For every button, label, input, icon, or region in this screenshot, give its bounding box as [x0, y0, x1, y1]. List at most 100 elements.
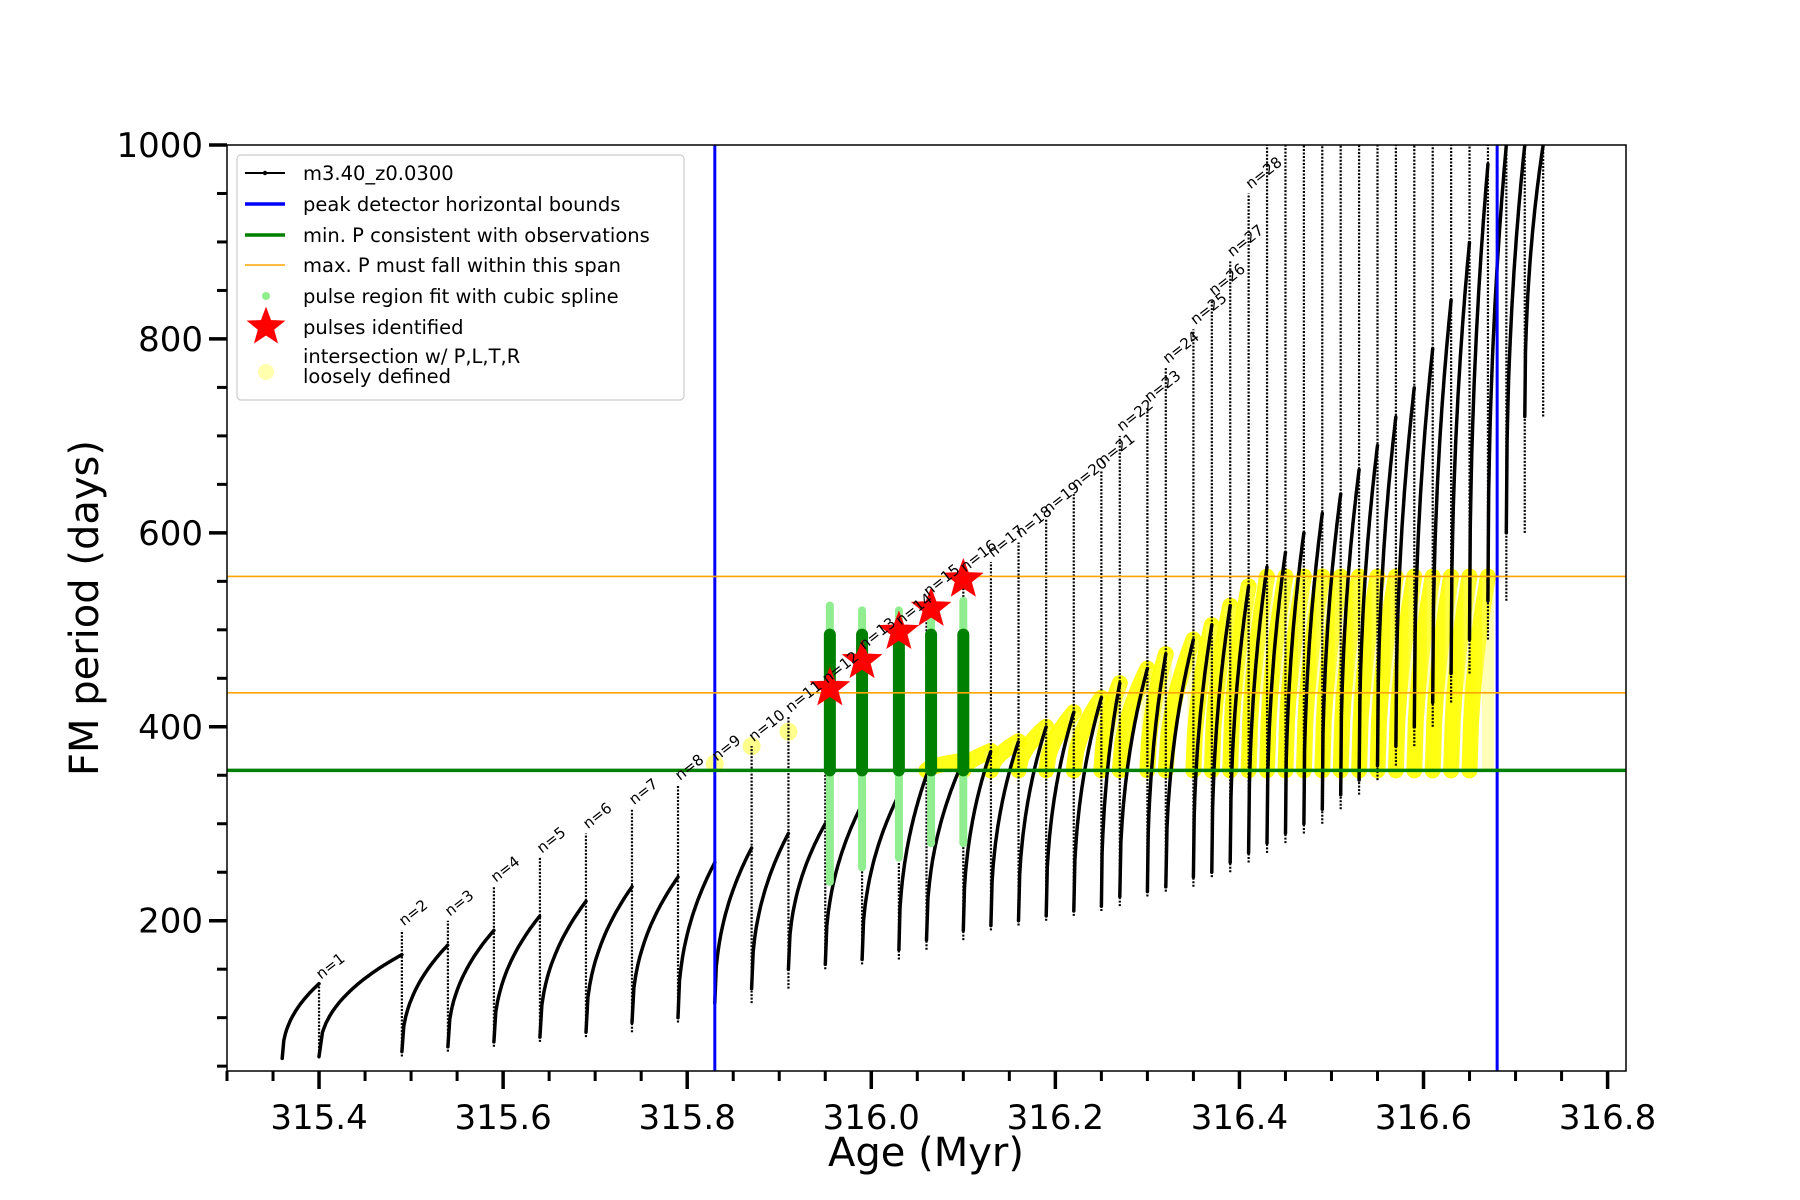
legend-label: min. P consistent with observations — [303, 224, 650, 247]
pulse-curve — [1016, 725, 1048, 923]
x-tick-label: 316.4 — [1191, 1098, 1288, 1138]
pulse-curve — [1099, 681, 1122, 908]
y-tick-label: 800 — [138, 320, 203, 360]
pulse-curve — [1164, 637, 1196, 889]
pulse-curve — [492, 914, 542, 1044]
legend-item: pulses identified — [246, 306, 464, 344]
x-axis: 315.4 315.6 315.8 316.0 316.2 316.4 316.6 316.8 — [225, 1071, 1656, 1138]
pulse-curve — [1072, 695, 1104, 913]
legend-label: peak detector horizontal bounds — [303, 193, 620, 216]
x-tick-label: 315.6 — [454, 1098, 551, 1138]
y-axis-label: FM period (days) — [62, 440, 108, 776]
pulse-number-label: n=26 — [1205, 260, 1249, 300]
pulse-curve — [400, 943, 450, 1054]
pulse-curve — [897, 773, 929, 952]
pulse-curve — [676, 860, 717, 1020]
pulse-curve — [1357, 443, 1380, 782]
pulse-curve — [1044, 710, 1076, 918]
intersection-curve — [1065, 689, 1110, 779]
plot-frame — [226, 144, 1627, 1072]
pulse-curve — [1228, 584, 1251, 865]
pulse-curve — [630, 875, 680, 1025]
x-tick-label: 315.8 — [639, 1098, 736, 1138]
series-layer — [280, 145, 1545, 1061]
intersection-curve — [1332, 568, 1368, 779]
pulse-curve — [1394, 385, 1417, 748]
y-tick-label: 1000 — [116, 126, 203, 166]
x-tick-label: 316.8 — [1559, 1098, 1656, 1138]
pulse-curve — [1467, 162, 1490, 642]
intersection-curve — [1111, 660, 1156, 779]
legend-marker — [258, 364, 274, 380]
pulse-curve — [1338, 468, 1361, 797]
pulse-curve — [1283, 531, 1306, 836]
legend-item: peak detector horizontal bounds — [245, 193, 620, 216]
pulse-curve — [1449, 240, 1472, 676]
pulse-curve — [1523, 145, 1545, 419]
legend-label: max. P must fall within this span — [303, 254, 621, 277]
pulse-curve — [713, 846, 754, 1005]
intersection-curve — [1406, 568, 1441, 779]
legend-marker — [262, 292, 270, 300]
legend-label: m3.40_z0.0300 — [303, 162, 454, 185]
pulse-curve — [924, 758, 966, 942]
legend-marker — [246, 306, 286, 344]
y-tick-label: 200 — [138, 902, 203, 942]
pulse-curve — [584, 885, 634, 1034]
intersection-curve — [1351, 568, 1386, 779]
pulse-curve — [823, 802, 864, 967]
pulse-curve — [786, 821, 828, 971]
pulse-number-label: n=6 — [579, 799, 615, 833]
spline-region-layer — [823, 596, 970, 886]
y-axis: 200 400 600 800 1000 — [116, 126, 227, 1068]
pulse-number-label: n=8 — [671, 750, 707, 784]
pulse-curve — [1302, 511, 1325, 826]
pulse-number-label: n=1 — [312, 949, 348, 983]
pulse-number-label: n=3 — [441, 886, 477, 920]
pulse-number-label: n=23 — [1141, 366, 1185, 406]
pulse-curve — [860, 792, 901, 962]
pulse-number-label: n=11 — [782, 677, 826, 717]
pulse-number-label: n=7 — [625, 775, 661, 809]
pulse-curve — [1265, 550, 1288, 845]
intersection-curve — [1461, 568, 1496, 779]
legend-label: loosely defined — [303, 365, 451, 388]
legend-box — [236, 154, 685, 401]
pulse-number-label: n=27 — [1224, 221, 1268, 261]
pulse-identified-star — [841, 639, 883, 679]
pulse-number-label: n=21 — [1095, 429, 1139, 469]
pulse-curve — [1210, 603, 1232, 874]
pulse-identified-star — [809, 666, 851, 706]
pulse-number-label: n=5 — [533, 823, 569, 857]
legend-marker — [262, 170, 268, 176]
x-axis-label: Age (Myr) — [828, 1130, 1024, 1176]
pulse-curve — [1375, 414, 1398, 768]
legend-label: pulses identified — [303, 316, 464, 339]
x-tick-label: 316.2 — [1007, 1098, 1104, 1138]
intersection-curve — [982, 733, 1027, 779]
y-tick-label: 400 — [138, 708, 203, 748]
pulse-curve — [989, 739, 1021, 928]
pulse-curve — [317, 952, 404, 1059]
pulse-identified-star — [942, 557, 984, 597]
y-tick-label: 600 — [138, 514, 203, 554]
pulse-identified-star — [910, 587, 952, 626]
pulse-curve — [961, 749, 993, 933]
pulse-number-label: n=28 — [1242, 153, 1286, 193]
pulse-identified-star — [878, 610, 920, 650]
pulse-number-label: n=4 — [487, 852, 523, 886]
intersection-curve — [1010, 718, 1055, 779]
x-tick-label: 315.4 — [270, 1098, 367, 1138]
pulse-number-label: n=25 — [1187, 289, 1231, 329]
pulse-curve — [1246, 565, 1269, 855]
intersection-curve — [1424, 568, 1460, 779]
pulses-identified-layer — [809, 557, 984, 706]
reference-lines-layer — [227, 145, 1626, 1071]
legend-item: min. P consistent with observations — [245, 224, 650, 247]
pulse-curve — [1145, 652, 1168, 894]
pulse-curve — [538, 899, 588, 1039]
x-tick-label: 316.0 — [823, 1098, 920, 1138]
pulse-number-label: n=24 — [1159, 328, 1203, 368]
